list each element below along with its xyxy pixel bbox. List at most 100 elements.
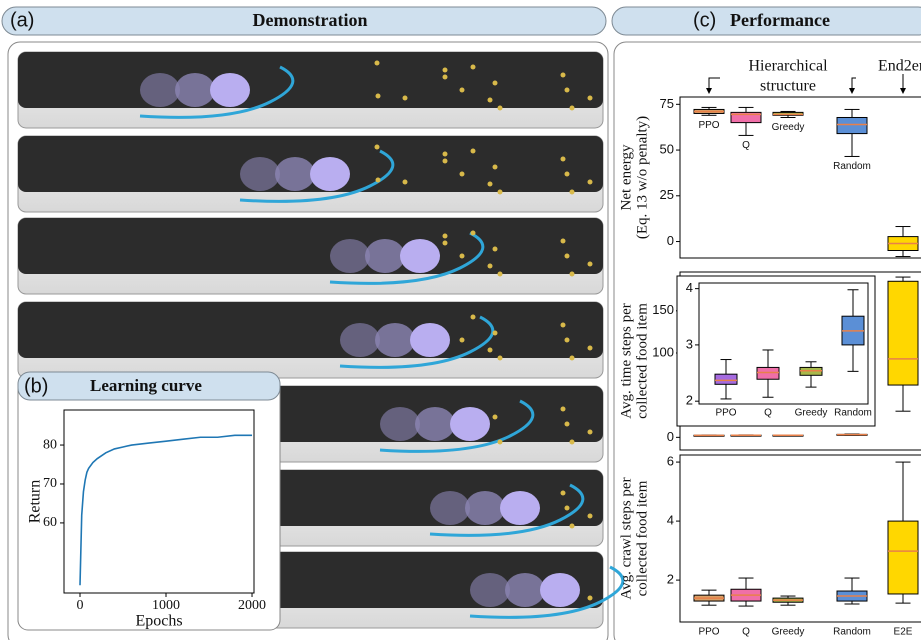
y-tick-label: 80 [43, 437, 57, 452]
frame-sky [18, 218, 603, 274]
octopus [375, 323, 415, 357]
box [888, 281, 918, 385]
frame-sky [18, 302, 603, 358]
octopus [470, 573, 510, 607]
y-tick-label: 50 [660, 141, 674, 156]
y-axis-label: collected food item [634, 480, 650, 596]
octopus [400, 239, 440, 273]
annotation: End2end [878, 58, 921, 75]
food [493, 81, 498, 86]
food [443, 68, 448, 73]
food [471, 231, 476, 236]
food [493, 165, 498, 170]
box-chart: 0100150Avg. time steps percollected food… [618, 272, 921, 450]
food [561, 407, 566, 412]
y-axis-label: Avg. crawl steps per [618, 477, 634, 599]
y-axis-label: (Eq. 13 w/o penalty) [634, 116, 650, 239]
octopus [430, 491, 470, 525]
food [375, 145, 380, 150]
x-tick-label: Greedy [795, 408, 828, 419]
y-axis-label: Return [27, 480, 44, 524]
octopus [140, 73, 180, 107]
food [471, 315, 476, 320]
figure: (a) Demonstration (c) Performance (b) Lea… [0, 0, 921, 640]
x-tick-label: Greedy [772, 627, 805, 638]
food [570, 440, 575, 445]
food [488, 264, 493, 269]
y-tick-label: 2 [667, 572, 674, 587]
food [588, 596, 593, 601]
food [443, 152, 448, 157]
food [443, 234, 448, 239]
food [565, 254, 570, 259]
octopus [210, 73, 250, 107]
box-label: PPO [698, 120, 719, 131]
food [498, 272, 503, 277]
y-axis-label: Avg. time steps per [618, 303, 634, 419]
octopus [330, 239, 370, 273]
panel-title: Performance [730, 10, 830, 30]
food [443, 159, 448, 164]
box-label: Q [742, 140, 750, 151]
food [460, 338, 465, 343]
food [493, 247, 498, 252]
y-tick-label: 0 [667, 429, 674, 444]
octopus [175, 73, 215, 107]
food [403, 96, 408, 101]
y-tick-label: 6 [667, 454, 674, 469]
learning-curve-panel: (b)Learning curve607080010002000EpochsRe… [18, 372, 280, 630]
x-tick-label: 1000 [152, 598, 180, 613]
panel-label: (b) [24, 375, 48, 397]
food [570, 356, 575, 361]
food [498, 356, 503, 361]
x-tick-label: E2E [894, 627, 913, 638]
food [565, 338, 570, 343]
x-tick-label: Random [833, 627, 871, 638]
food [498, 106, 503, 111]
panel-label: (a) [10, 9, 34, 31]
box-label: Greedy [772, 122, 805, 133]
food [493, 331, 498, 336]
x-tick-label: 0 [76, 598, 83, 613]
y-tick-label: 4 [667, 513, 674, 528]
octopus [340, 323, 380, 357]
food [376, 94, 381, 99]
box-label: Random [833, 161, 871, 172]
food [588, 180, 593, 185]
food [570, 190, 575, 195]
food [565, 506, 570, 511]
y-axis-label: Net energy [618, 144, 634, 210]
food [488, 348, 493, 353]
octopus [380, 407, 420, 441]
food [570, 524, 575, 529]
food [588, 96, 593, 101]
food [561, 239, 566, 244]
y-tick-label: 150 [652, 302, 674, 317]
food [403, 180, 408, 185]
food [376, 178, 381, 183]
food [570, 106, 575, 111]
plot-frame [64, 410, 254, 593]
panel-title: Learning curve [90, 376, 202, 395]
box [715, 374, 737, 384]
x-tick-label: PPO [698, 627, 719, 638]
food [570, 272, 575, 277]
food [561, 73, 566, 78]
annotation: structure [760, 78, 816, 95]
food [561, 157, 566, 162]
food [375, 61, 380, 66]
octopus [500, 491, 540, 525]
octopus [540, 573, 580, 607]
panel-title: Demonstration [253, 10, 368, 30]
y-axis-label: collected food item [634, 303, 650, 419]
food [565, 422, 570, 427]
y-tick-label: 2 [686, 393, 693, 408]
food [471, 149, 476, 154]
box [837, 117, 867, 133]
food [498, 440, 503, 445]
panel-label: (c) [693, 9, 716, 31]
octopus [275, 157, 315, 191]
food [460, 172, 465, 177]
